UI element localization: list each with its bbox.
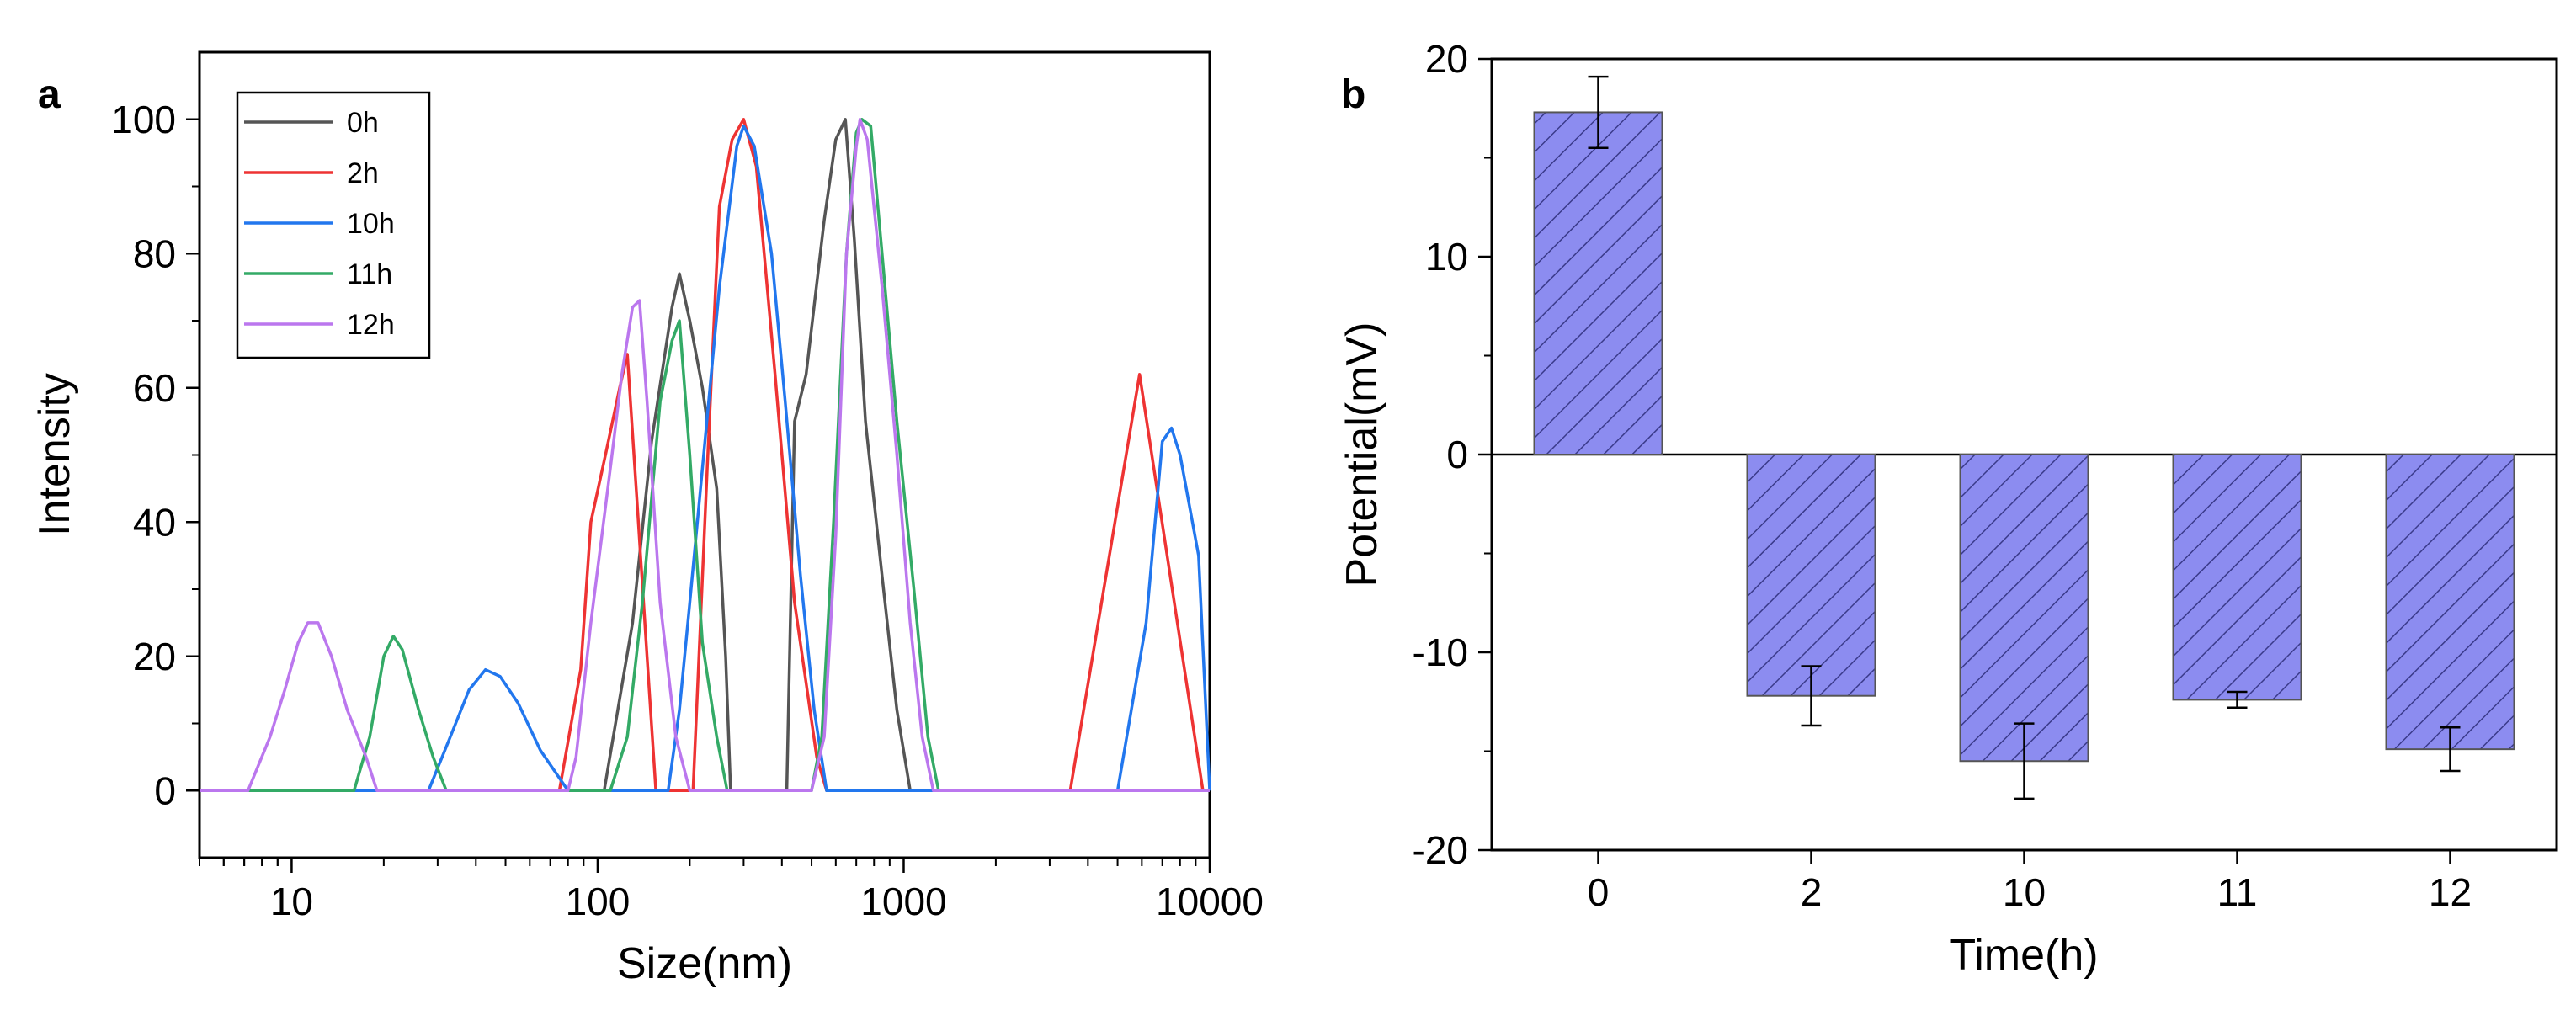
- y-tick-label: 20: [133, 635, 176, 678]
- series-line-10h: [200, 124, 1211, 793]
- panel-b-y-axis-title: Potential(mV): [1338, 322, 1386, 587]
- panel-b-chart: b -20 -10 0 10 20 0 2 10 11 12 Time(h) Potential(…: [1338, 37, 2558, 980]
- x-tick-label: 10: [2003, 870, 2046, 914]
- panel-a-legend: 0h 2h 10h 11h 12h: [236, 91, 431, 359]
- y-tick-label: -10: [1413, 630, 1468, 674]
- x-tick-label: 100: [566, 880, 631, 923]
- y-tick-label: 20: [1425, 37, 1468, 81]
- y-tick-label: -20: [1413, 828, 1468, 872]
- legend-label-12h: 12h: [347, 309, 395, 341]
- x-tick-label: 2: [1801, 870, 1823, 914]
- y-tick-label: 40: [133, 500, 176, 544]
- x-tick-label: 10000: [1156, 880, 1264, 923]
- x-tick-label: 0: [1588, 870, 1610, 914]
- y-tick-label: 100: [111, 98, 176, 141]
- panel-a-x-axis-title: Size(nm): [617, 939, 792, 988]
- bar-2: [1746, 454, 1876, 697]
- y-tick-label: 10: [1425, 235, 1468, 279]
- y-tick-label: 0: [1446, 433, 1468, 476]
- panel-a-chart: a 10 100 1000 10000 0 20 40 60 80 100 0h 2h 10h 11h 1…: [30, 50, 1264, 988]
- bar-0: [1533, 111, 1663, 455]
- legend-label-0h: 0h: [347, 107, 379, 139]
- bar-12: [2385, 454, 2515, 751]
- panel-b-x-axis-title: Time(h): [1949, 931, 2098, 980]
- y-tick-label: 80: [133, 231, 176, 275]
- legend-label-11h: 11h: [347, 258, 392, 290]
- bar-11: [2172, 454, 2302, 701]
- x-tick-label: 12: [2429, 870, 2472, 914]
- legend-label-2h: 2h: [347, 157, 379, 189]
- bar-10: [1959, 454, 2089, 763]
- panel-a-label: a: [38, 72, 61, 117]
- series-line-11h: [200, 118, 1210, 793]
- x-tick-label: 1000: [860, 880, 946, 923]
- x-tick-label: 11: [2217, 870, 2258, 914]
- x-tick-label: 10: [270, 880, 313, 923]
- y-tick-label: 60: [133, 366, 176, 410]
- legend-label-10h: 10h: [347, 208, 395, 240]
- panel-a-y-axis-title: Intensity: [30, 373, 79, 536]
- panel-b-label: b: [1341, 72, 1365, 117]
- series-line-12h: [200, 118, 1210, 793]
- legend-box: [236, 91, 431, 359]
- y-tick-label: 0: [154, 768, 176, 812]
